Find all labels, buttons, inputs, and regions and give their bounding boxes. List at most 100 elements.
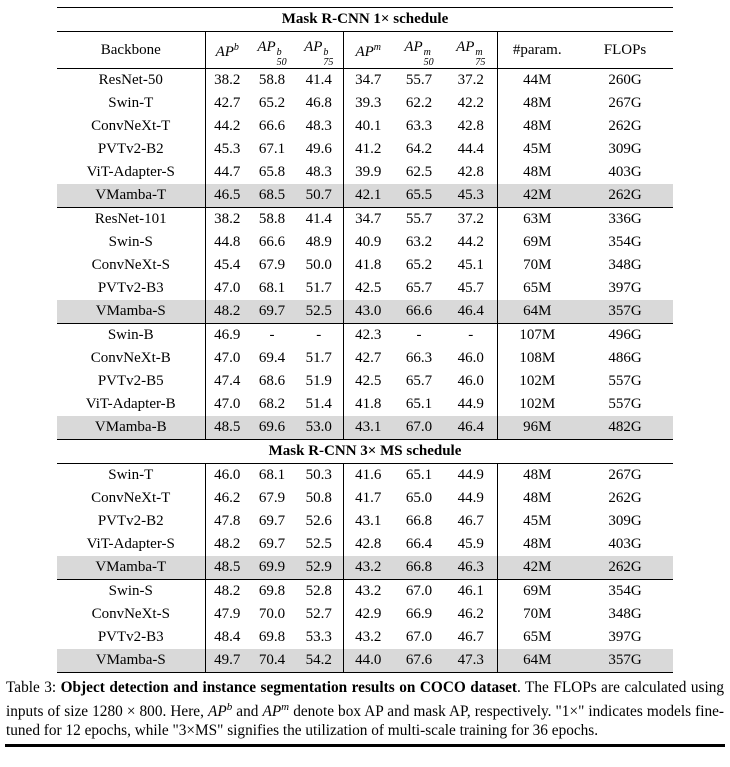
value-cell: 43.2 — [342, 579, 393, 603]
value-cell: 47.0 — [204, 347, 249, 370]
metric-sup-sub: b 50 — [276, 47, 287, 68]
value-cell: 68.2 — [258, 396, 286, 412]
value-cell: 336G — [577, 207, 673, 231]
value-cell: 46.7 — [457, 629, 484, 645]
value-cell: 65.2 — [258, 95, 286, 111]
value-cell: 48M — [496, 463, 577, 487]
value-cell: 65.1 — [393, 463, 445, 487]
value-cell: 44.2 — [457, 234, 484, 250]
table-row: Swin-S 48.2 69.8 52.8 43.2 67.0 46.1 69M 354G — [57, 579, 673, 603]
value-cell: 69.8 — [258, 629, 286, 645]
table-row: ConvNeXt-T 44.2 66.6 48.3 40.1 63.3 42.8 48M 262… — [57, 115, 673, 138]
value-cell: 52.6 — [305, 513, 332, 529]
backbone-cell: ResNet-101 — [57, 207, 205, 231]
value-cell: 67.9 — [258, 490, 286, 506]
value-cell: 47.4 — [204, 370, 249, 393]
value-cell: 55.7 — [393, 68, 445, 92]
value-cell: 45.3 — [445, 184, 497, 208]
value-cell: 48.5 — [204, 556, 249, 580]
value-cell: 42.2 — [457, 95, 484, 111]
value-cell: 48M — [496, 115, 577, 138]
table-caption: Table 3: Object detection and instance s… — [6, 678, 724, 741]
value-cell: 65.5 — [393, 184, 445, 208]
value-cell: 51.4 — [305, 396, 332, 412]
metric-name: AP — [215, 44, 234, 60]
value-cell: 58.8 — [249, 68, 295, 92]
value-cell: 49.7 — [204, 649, 249, 673]
value-cell: 309G — [608, 513, 642, 529]
value-cell: 262G — [577, 184, 673, 208]
value-cell: 102M — [496, 370, 577, 393]
value-cell: 34.7 — [342, 68, 393, 92]
table-row: VMamba-T 48.5 69.9 52.9 43.2 66.8 46.3 42M 262G — [57, 556, 673, 580]
value-cell: 37.2 — [445, 207, 497, 231]
table-row: PVTv2-B5 47.4 68.6 51.9 42.5 65.7 46.0 102M 557G — [57, 370, 673, 393]
value-cell: 42.8 — [457, 118, 484, 134]
value-cell: 46.1 — [445, 579, 497, 603]
value-cell: 262G — [608, 118, 642, 134]
value-cell: 69.9 — [249, 556, 295, 580]
value-cell: 58.8 — [249, 207, 295, 231]
metric-name: AP — [304, 39, 323, 55]
value-cell: 65.7 — [405, 280, 433, 296]
backbone-cell: Swin-B — [57, 323, 205, 347]
value-cell: 403G — [608, 536, 642, 552]
value-cell: 45.9 — [457, 536, 484, 552]
value-cell: 42M — [496, 184, 577, 208]
value-cell: 48M — [496, 533, 577, 556]
metric-name: AP — [456, 39, 475, 55]
value-cell: 45.7 — [457, 280, 484, 296]
table-row: ViT-Adapter-S 44.7 65.8 48.3 39.9 62.5 42.8 48M… — [57, 161, 673, 184]
value-cell: 43.0 — [342, 300, 393, 324]
value-cell: 46.0 — [204, 463, 249, 487]
value-cell: 66.6 — [393, 300, 445, 324]
value-cell: 44.7 — [204, 161, 249, 184]
value-cell: 45.3 — [204, 138, 249, 161]
value-cell: 48.9 — [305, 234, 332, 250]
value-cell: 70M — [496, 603, 577, 626]
backbone-cell: VMamba-S — [57, 300, 205, 324]
value-cell: 482G — [577, 416, 673, 440]
value-cell: 69.6 — [249, 416, 295, 440]
caption-segment: b — [226, 700, 233, 713]
value-cell: 48.3 — [305, 118, 332, 134]
value-cell: 357G — [577, 300, 673, 324]
value-cell: 46.3 — [445, 556, 497, 580]
table-row: ResNet-101 38.2 58.8 41.4 34.7 55.7 37.2 63M 336… — [57, 207, 673, 231]
column-header: FLOPs — [603, 42, 647, 58]
section-title-row: Mask R-CNN 3× MS schedule — [57, 439, 673, 464]
caption-segment: denote box AP and mask AP, respectively.… — [6, 702, 724, 740]
value-cell: 50.0 — [305, 257, 332, 273]
value-cell: 64M — [496, 649, 577, 673]
value-cell: 67.1 — [258, 141, 286, 157]
value-cell: 48.2 — [204, 533, 249, 556]
value-cell: 48M — [496, 487, 577, 510]
value-cell: 66.6 — [258, 234, 286, 250]
column-header: AP b 50 — [249, 32, 295, 69]
table-row: Swin-T 46.0 68.1 50.3 41.6 65.1 44.9 48M 267G — [57, 463, 673, 487]
value-cell: 67.9 — [258, 257, 286, 273]
value-cell: 48.5 — [204, 416, 249, 440]
value-cell: 66.3 — [405, 350, 433, 366]
value-cell: 41.8 — [342, 254, 393, 277]
value-cell: 47.0 — [204, 393, 249, 416]
value-cell: 45M — [496, 138, 577, 161]
value-cell: 45.1 — [457, 257, 484, 273]
value-cell: 42.7 — [204, 92, 249, 115]
value-cell: 45.4 — [204, 254, 249, 277]
metric-sup: m — [373, 42, 382, 53]
value-cell: 66.6 — [258, 118, 286, 134]
metric-name: AP — [404, 39, 423, 55]
value-cell: 70M — [496, 254, 577, 277]
value-cell: 53.0 — [295, 416, 343, 440]
value-cell: 557G — [608, 373, 642, 389]
table-row: ViT-Adapter-B 47.0 68.2 51.4 41.8 65.1 44.9 102… — [57, 393, 673, 416]
value-cell: 63.2 — [405, 234, 433, 250]
value-cell: 260G — [577, 68, 673, 92]
value-cell: - — [445, 323, 497, 347]
value-cell: 42.5 — [342, 277, 393, 300]
table-row: ConvNeXt-B 47.0 69.4 51.7 42.7 66.3 46.0 108M 48… — [57, 347, 673, 370]
value-cell: 46.0 — [457, 373, 484, 389]
column-header: APm — [342, 31, 393, 69]
value-cell: 48.2 — [204, 300, 249, 324]
